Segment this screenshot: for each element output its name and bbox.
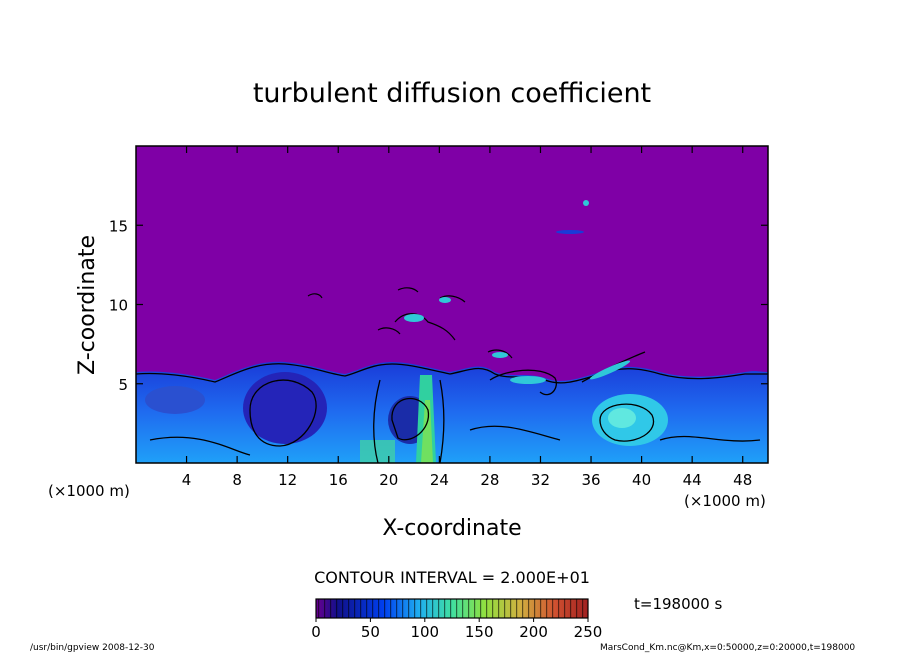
heatmap-plot [136, 146, 768, 463]
footer-right: MarsCond_Km.nc@Km,x=0:50000,z=0:20000,t=… [600, 643, 855, 653]
time-label: t=198000 s [634, 595, 722, 613]
x-tick-label: 44 [683, 471, 702, 489]
x-tick-label: 20 [379, 471, 398, 489]
contour-lines [136, 351, 768, 463]
colorbar-tick-label: 100 [410, 623, 439, 641]
x-tick-label: 32 [531, 471, 550, 489]
y-axis-unit: (×1000 m) [48, 482, 130, 500]
vortex-core-far-left [145, 386, 205, 414]
y-tick-label: 5 [118, 376, 128, 394]
footer-left: /usr/bin/gpview 2008-12-30 [30, 643, 155, 653]
colorbar-frame [315, 598, 589, 619]
x-tick-label: 24 [430, 471, 449, 489]
x-tick-label: 28 [480, 471, 499, 489]
colorbar-bands [316, 599, 588, 618]
colorbar-tick-label: 250 [574, 623, 603, 641]
y-tick-label: 15 [109, 217, 128, 235]
x-tick-label: 40 [632, 471, 651, 489]
x-tick-label: 8 [232, 471, 242, 489]
colorbar-tick-label: 0 [311, 623, 321, 641]
x-axis-unit: (×1000 m) [684, 492, 766, 510]
vortex-core-right-inner [608, 408, 636, 428]
x-tick-label: 12 [278, 471, 297, 489]
chart-title: turbulent diffusion coefficient [253, 78, 651, 109]
filament-contours [307, 287, 513, 359]
x-tick-label: 4 [182, 471, 192, 489]
y-axis-label: Z-coordinate [75, 235, 100, 375]
x-axis-ticks: 4 8 12 16 20 24 28 32 36 40 44 48 [182, 146, 752, 489]
thermal-patch [360, 440, 395, 463]
colorbar-tick-label: 150 [465, 623, 494, 641]
x-tick-label: 48 [733, 471, 752, 489]
thermal-plume-core [421, 400, 433, 463]
x-tick-label: 36 [581, 471, 600, 489]
colorbar-ticks: 0 50 100 150 200 250 [311, 618, 602, 641]
x-tick-label: 16 [329, 471, 348, 489]
colorbar [315, 598, 589, 619]
filament-blobs [404, 200, 631, 384]
colorbar-tick-label: 200 [519, 623, 548, 641]
y-tick-label: 10 [109, 297, 128, 315]
contour-interval-label: CONTOUR INTERVAL = 2.000E+01 [314, 568, 590, 587]
x-axis-label: X-coordinate [382, 516, 521, 541]
vortex-core-left [243, 372, 327, 444]
colorbar-tick-label: 50 [361, 623, 380, 641]
y-axis-ticks: 5 10 15 [109, 217, 768, 394]
